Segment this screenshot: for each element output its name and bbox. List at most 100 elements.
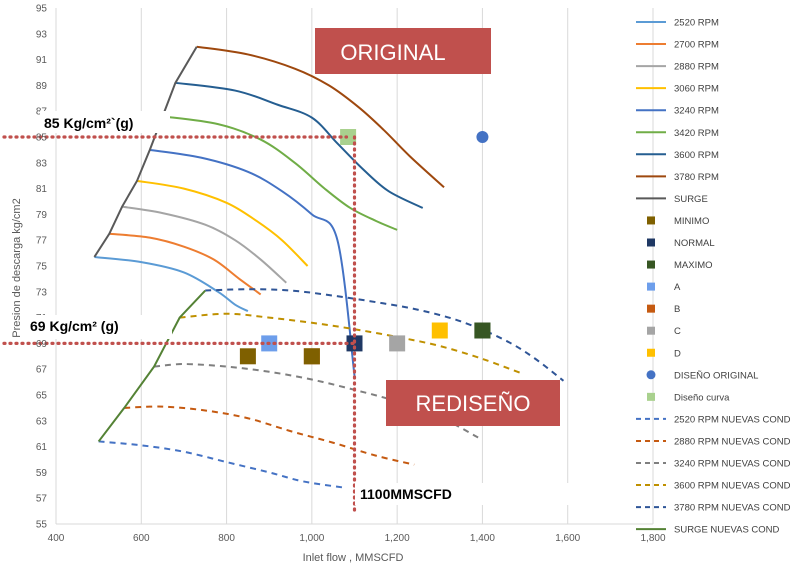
annotation-85-bg [40,111,170,133]
redesign-banner-text: REDISEÑO [416,391,531,416]
legend-label: 2520 RPM NUEVAS COND [674,414,791,425]
legend-label: MINIMO [674,216,709,227]
annotation-69-group: 69 Kg/cm² (g) [26,315,172,339]
series-3240-rpm [149,148,356,376]
legend-swatch [647,348,655,357]
legend-swatch [647,304,655,313]
legend-label: SURGE NUEVAS COND [674,525,780,536]
original-banner-text: ORIGINAL [340,40,445,65]
legend-label: MAXIMO [674,260,713,271]
y-tick-label: 83 [36,158,48,169]
annotation-flow-label: 1100MMSCFD [360,486,452,502]
series-3780-rpm [196,45,445,189]
legend-label: 2700 RPM [674,40,719,51]
series-3780-rpm-nuevas-cond [205,288,565,382]
legend-label: 2880 RPM [674,62,719,73]
y-tick-label: 95 [36,4,48,15]
original-banner-box [315,28,491,74]
series-2880-rpm-nuevas-cond [124,405,415,466]
annotation-flow-group: 1100MMSCFD [355,483,577,505]
legend-label: 3600 RPM NUEVAS COND [674,481,791,492]
legend-label: Diseño curva [674,392,730,403]
series-2700-rpm [109,232,262,296]
point-dise-o-original [476,131,489,143]
point-marker [239,348,256,365]
x-tick-label: 1,400 [470,533,495,544]
legend-label: B [674,304,680,315]
point-marker [474,322,491,339]
y-tick-label: 91 [36,55,48,66]
y-tick-label: 61 [36,442,48,453]
grid [55,8,654,524]
y-tick-label: 65 [36,391,48,402]
series-2520-rpm [94,255,249,313]
legend-swatch [646,370,656,380]
y-tick-labels: 5557596163656769717375777981838587899193… [36,4,48,531]
y-tick-label: 63 [36,416,48,427]
y-tick-label: 85 [36,133,48,144]
x-tick-label: 1,000 [299,533,324,544]
y-tick-label: 67 [36,365,48,376]
y-tick-label: 93 [36,29,48,40]
annotation-69-bg [26,315,172,339]
legend-label: C [674,326,681,337]
legend-swatch [647,216,655,225]
original-banner: ORIGINAL [315,28,491,74]
point-d [431,322,448,339]
annotation-flow-bg [355,483,577,505]
y-tick-label: 55 [36,520,48,531]
legend-label: 2520 RPM [674,18,719,29]
legend-label: DISEÑO ORIGINAL [674,370,758,381]
x-axis-label: Inlet flow , MMSCFD [303,552,404,564]
series-surge-nuevas-cond [97,289,206,443]
y-tick-label: 77 [36,236,48,247]
legend-label: 3240 RPM [674,106,719,117]
reference-lines [2,135,357,516]
legend-swatch [647,282,655,291]
series-3060-rpm [136,179,309,267]
series-surge [93,46,198,258]
y-tick-label: 73 [36,287,48,298]
legend-label: 2880 RPM NUEVAS COND [674,436,791,447]
x-tick-label: 1,600 [555,533,580,544]
legend-swatch [647,326,655,335]
legend-label: 3600 RPM [674,150,719,161]
y-tick-label: 75 [36,262,48,273]
marker-layer [239,129,491,365]
redesign-banner-box [386,380,560,426]
legend-label: 3060 RPM [674,84,719,95]
y-tick-label: 69 [36,339,48,350]
point-marker [303,348,320,365]
x-tick-label: 400 [48,533,65,544]
y-tick-label: 81 [36,184,48,195]
legend: 2520 RPM 2700 RPM 2880 RPM 3060 RPM 3240 RPM… [636,18,791,536]
legend-label: A [674,282,681,293]
legend-label: SURGE [674,194,708,205]
legend-label: 3780 RPM [674,172,719,183]
legend-swatch [647,392,655,401]
point-dise-o-curva [340,129,357,145]
series-2880-rpm [121,205,287,284]
series-3600-rpm-nuevas-cond [179,312,522,375]
legend-label: 3780 RPM NUEVAS COND [674,503,791,514]
series-3600-rpm [175,81,424,209]
x-tick-label: 600 [133,533,150,544]
point-c [389,335,406,352]
legend-swatch [647,238,655,247]
series-2520-rpm-nuevas-cond [98,440,347,489]
annotation-85-label: 85 Kg/cm²`(g) [44,115,133,131]
x-tick-label: 1,200 [385,533,410,544]
legend-swatch [647,260,655,269]
y-tick-label: 89 [36,81,48,92]
x-tick-label: 1,800 [640,533,665,544]
series-3420-rpm [162,115,398,231]
x-tick-label: 800 [218,533,235,544]
legend-label: NORMAL [674,238,715,249]
annotation-69-label: 69 Kg/cm² (g) [30,318,119,334]
y-axis-label: Presion de descarga kg/cm2 [11,198,23,337]
x-tick-labels: 400 600 800 1,000 1,200 1,400 1,600 1,800 [48,533,666,544]
y-tick-label: 57 [36,494,48,505]
redesign-banner: REDISEÑO [386,380,560,426]
y-tick-label: 79 [36,210,48,221]
